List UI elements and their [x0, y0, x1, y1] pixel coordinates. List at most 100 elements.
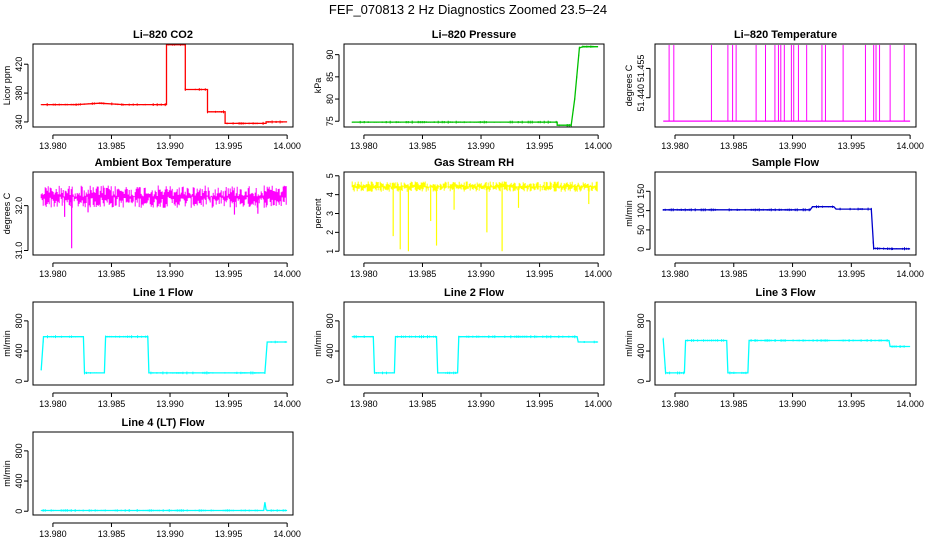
series-band — [40, 185, 287, 208]
x-tick-label: 13.990 — [156, 269, 184, 279]
data-layer — [351, 335, 599, 375]
panel-title: Line 4 (LT) Flow — [122, 417, 205, 429]
series-noise — [662, 205, 909, 251]
y-tick-label: 0 — [636, 247, 646, 252]
x-tick-label: 13.990 — [779, 269, 807, 279]
y-tick-label: 3 — [325, 211, 335, 216]
x-tick-label: 13.985 — [409, 269, 437, 279]
y-tick-label: 800 — [14, 313, 24, 328]
panel-title: Line 1 Flow — [133, 287, 193, 299]
y-axis-label: Licor ppm — [2, 66, 12, 106]
panel-2: Li–820 Pressure kPa 13.980 13.985 13.990 13.9… — [313, 29, 612, 151]
y-axis-label: ml/min — [2, 460, 12, 487]
y-axis-label: ml/min — [624, 330, 634, 357]
x-tick-label: 13.985 — [720, 399, 748, 409]
y-tick-label: 800 — [14, 443, 24, 458]
plot-frame — [343, 43, 605, 128]
y-tick-label: 51.440 — [636, 84, 646, 112]
data-layer — [40, 335, 288, 375]
x-tick-label: 13.995 — [838, 269, 866, 279]
panel-title: Sample Flow — [752, 157, 820, 169]
y-axis-label: degrees C — [624, 64, 634, 106]
y-tick-label: 380 — [14, 86, 24, 101]
y-tick-label: 0 — [14, 379, 24, 384]
x-tick-label: 13.990 — [467, 399, 495, 409]
series-noise — [40, 44, 287, 125]
x-tick-label: 13.995 — [526, 399, 554, 409]
x-tick-label: 14.000 — [584, 399, 612, 409]
plot-frame — [32, 43, 294, 128]
x-tick-label: 13.995 — [215, 141, 243, 151]
panel-title: Line 2 Flow — [444, 287, 504, 299]
plot-frame — [32, 431, 294, 516]
series-noise — [351, 45, 598, 127]
series-noise — [40, 335, 286, 375]
x-tick-label: 13.980 — [661, 269, 689, 279]
x-tick-label: 13.985 — [98, 141, 126, 151]
y-axis-label: ml/min — [624, 200, 634, 227]
y-axis-label: ml/min — [2, 330, 12, 357]
y-tick-label: 420 — [14, 57, 24, 72]
x-tick-label: 13.995 — [215, 529, 243, 539]
y-tick-label: 400 — [636, 344, 646, 359]
x-tick-label: 13.995 — [838, 141, 866, 151]
series-noise — [662, 337, 909, 375]
x-tick-label: 13.985 — [409, 141, 437, 151]
panel-title: Gas Stream RH — [434, 157, 514, 169]
x-tick-label: 13.995 — [526, 141, 554, 151]
data-layer — [663, 44, 911, 122]
y-axis-label: ml/min — [313, 330, 323, 357]
y-axis-label: percent — [313, 198, 323, 229]
panel-title: Li–820 CO2 — [133, 29, 193, 41]
plot-frame — [654, 301, 917, 386]
x-tick-label: 13.990 — [156, 529, 184, 539]
y-tick-label: 85 — [325, 72, 335, 82]
x-tick-label: 13.995 — [215, 269, 243, 279]
x-tick-label: 14.000 — [273, 269, 301, 279]
series-noise — [351, 335, 597, 375]
x-tick-label: 13.980 — [39, 269, 67, 279]
x-tick-label: 13.980 — [39, 141, 67, 151]
y-tick-label: 1 — [325, 249, 335, 254]
x-tick-label: 13.990 — [467, 141, 495, 151]
x-tick-label: 13.980 — [350, 141, 378, 151]
y-tick-label: 100 — [636, 203, 646, 218]
x-tick-label: 13.990 — [156, 141, 184, 151]
y-tick-label: 400 — [14, 344, 24, 359]
y-tick-label: 400 — [325, 344, 335, 359]
y-tick-label: 2 — [325, 230, 335, 235]
x-tick-label: 13.985 — [409, 399, 437, 409]
y-tick-label: 340 — [14, 114, 24, 129]
y-tick-label: 4 — [325, 192, 335, 197]
y-tick-label: 90 — [325, 50, 335, 60]
x-tick-label: 13.980 — [350, 399, 378, 409]
series-line — [352, 46, 599, 126]
panel-title: Li–820 Pressure — [432, 29, 516, 41]
x-tick-label: 14.000 — [273, 141, 301, 151]
y-axis-label: kPa — [313, 78, 323, 94]
x-tick-label: 14.000 — [896, 141, 924, 151]
plot-frame — [32, 301, 294, 386]
plot-frame — [343, 301, 605, 386]
panel-4: Ambient Box Temperature degrees C 13.980 13… — [2, 157, 301, 279]
data-layer — [40, 502, 288, 512]
data-layer — [40, 44, 288, 125]
x-tick-label: 13.990 — [779, 399, 807, 409]
y-tick-label: 400 — [14, 474, 24, 489]
series-line — [40, 336, 288, 374]
panel-7: Line 1 Flow ml/min 13.980 13.985 13.990 13.99… — [2, 287, 301, 409]
panel-10: Line 4 (LT) Flow ml/min 13.980 13.985 13.990… — [2, 417, 301, 539]
x-tick-label: 13.995 — [215, 399, 243, 409]
y-tick-label: 32.0 — [14, 197, 24, 215]
x-tick-label: 14.000 — [584, 269, 612, 279]
y-tick-label: 5 — [325, 173, 335, 178]
x-tick-label: 14.000 — [273, 399, 301, 409]
panel-9: Line 3 Flow ml/min 13.980 13.985 13.990 13.99… — [624, 287, 924, 409]
y-tick-label: 75 — [325, 116, 335, 126]
y-tick-label: 51.455 — [636, 55, 646, 83]
x-tick-label: 13.990 — [156, 399, 184, 409]
y-tick-label: 0 — [14, 509, 24, 514]
y-axis-label: degrees C — [2, 192, 12, 234]
x-tick-label: 13.980 — [39, 399, 67, 409]
series-band — [351, 181, 598, 192]
